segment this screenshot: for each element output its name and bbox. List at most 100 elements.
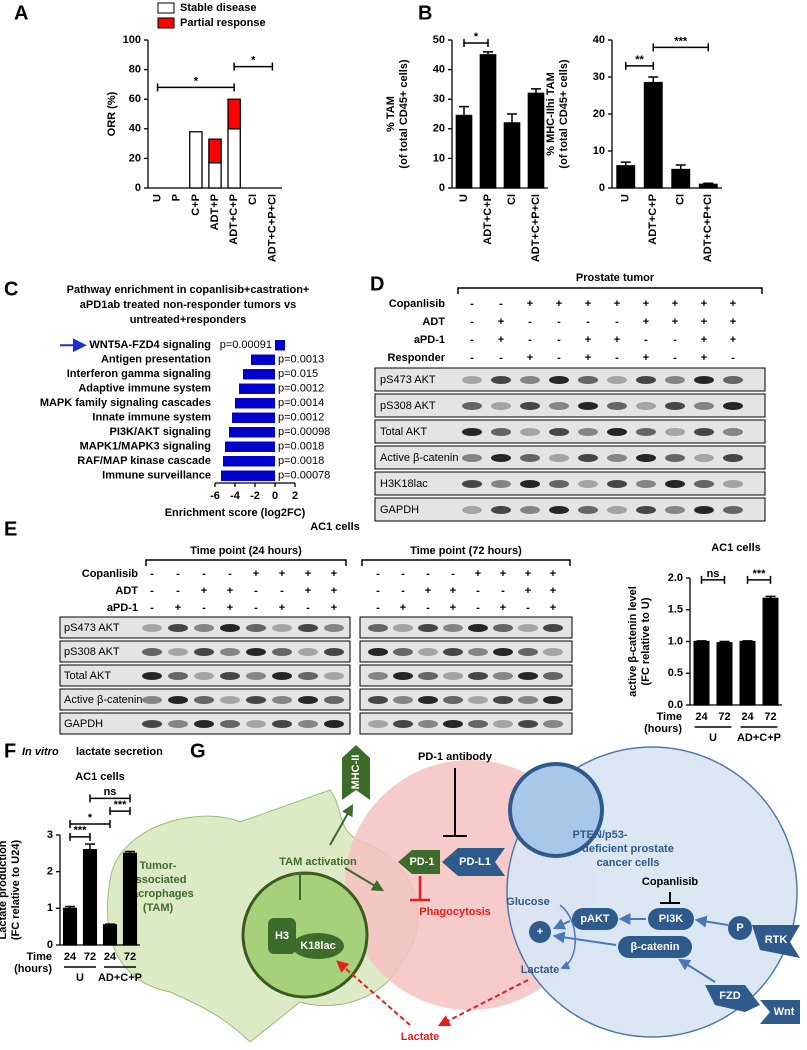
condition-sign: - (499, 298, 503, 310)
panel-label: G (190, 740, 206, 762)
blot-band (468, 696, 488, 704)
condition-sign: + (701, 316, 707, 328)
label: (TAM) (143, 902, 174, 914)
bar (739, 640, 756, 706)
x-tick-label: 24 (695, 711, 708, 723)
group-label: U (709, 732, 717, 744)
x-tick-label: 24 (104, 951, 117, 963)
blot-band (443, 648, 463, 656)
condition-sign: + (201, 585, 207, 597)
blot-band (272, 696, 292, 704)
condition-sign: + (614, 334, 620, 346)
condition-sign: - (615, 316, 619, 328)
error-bar (531, 88, 541, 94)
condition-sign: - (586, 316, 590, 328)
significance-bracket (746, 575, 772, 584)
inhibition (660, 892, 680, 904)
x-tick-label: 72 (718, 711, 730, 723)
blot-band (723, 506, 743, 514)
label: PI3K (659, 913, 684, 925)
bar (239, 383, 275, 394)
blot-band (368, 720, 388, 728)
error-bar (719, 640, 730, 643)
row-label: GAPDH (64, 718, 103, 730)
blot-band (665, 376, 685, 384)
x-axis-label: Time (27, 951, 52, 963)
blot-band (491, 402, 511, 410)
blot-band (723, 454, 743, 462)
diagram: MHC-II Tumor- associated macrophages (TA… (107, 745, 800, 1043)
value-label: p=0.0012 (278, 412, 324, 424)
significance-label: *** (674, 35, 688, 47)
y-tick-label: 1 (47, 902, 53, 914)
error-bar (125, 850, 135, 854)
condition-sign: + (305, 585, 311, 597)
mark (292, 933, 344, 959)
blot-band (324, 672, 344, 680)
label: Wnt (774, 1006, 795, 1018)
label: Tumor- (139, 860, 176, 872)
blot-band (493, 720, 513, 728)
blot-band (393, 696, 413, 704)
blot-band (578, 402, 598, 410)
bar (251, 354, 275, 365)
blot-band (665, 454, 685, 462)
condition-sign: - (528, 334, 532, 346)
y-tick-label: RAF/MAP kinase cascade (77, 455, 211, 467)
row-label: GAPDH (380, 504, 419, 516)
y-tick-label: 20 (433, 123, 445, 135)
condition-sign: + (525, 585, 531, 597)
value-label: p=0.015 (278, 368, 318, 380)
value-label: p=0.0012 (278, 383, 324, 395)
x-tick-label: 24 (741, 711, 754, 723)
arrow (694, 915, 729, 928)
bracket (145, 559, 347, 566)
label: PD-1 antibody (418, 751, 493, 763)
panel-label: E (4, 518, 17, 540)
blot-band (324, 648, 344, 656)
blot-title: AC1 cells (310, 521, 360, 533)
blot-band (368, 696, 388, 704)
blot-band (272, 648, 292, 656)
chart-title: aPD1ab treated non-responder tumors vs (80, 299, 296, 311)
blot-band (578, 506, 598, 514)
y-axis-label: % TAM (385, 96, 397, 132)
bar (698, 183, 718, 189)
condition-sign: - (528, 316, 532, 328)
condition-label: Responder (388, 352, 446, 364)
blot-band (220, 720, 240, 728)
condition-sign: + (585, 352, 591, 364)
label: TAM activation (279, 856, 357, 868)
blot-strip (374, 497, 766, 522)
significance-label: *** (74, 825, 88, 837)
y-tick-label: 50 (433, 34, 445, 46)
y-tick-label: 10 (433, 152, 445, 164)
legend-label: Partial response (180, 17, 266, 29)
condition-sign: + (730, 316, 736, 328)
heading: lactate secretion (76, 746, 163, 758)
blot-band (462, 480, 482, 488)
x-tick-label: ADT+C+P+CI (266, 194, 278, 262)
label: + (537, 926, 543, 938)
blot-band (578, 428, 598, 436)
x-tick-label: ADT+C+P (482, 194, 494, 245)
blot-band (636, 402, 656, 410)
blot-band (607, 506, 627, 514)
panel-label: B (418, 2, 432, 24)
condition-sign: - (254, 585, 258, 597)
y-tick-label: 10 (593, 145, 605, 157)
condition-label: ADT (115, 585, 138, 597)
label: K18lac (300, 940, 335, 952)
bar (616, 165, 636, 189)
condition-sign: - (401, 568, 405, 580)
y-tick-label: 30 (433, 93, 445, 105)
y-tick-label: 1.5 (668, 604, 683, 616)
inhibition (410, 876, 430, 902)
condition-sign: + (498, 334, 504, 346)
blot-band (636, 376, 656, 384)
error-bar (675, 164, 686, 170)
bar (235, 398, 275, 409)
y-tick-label: Antigen presentation (101, 354, 211, 366)
significance-label: * (88, 812, 93, 824)
y-tick-label: 2.0 (668, 572, 683, 584)
